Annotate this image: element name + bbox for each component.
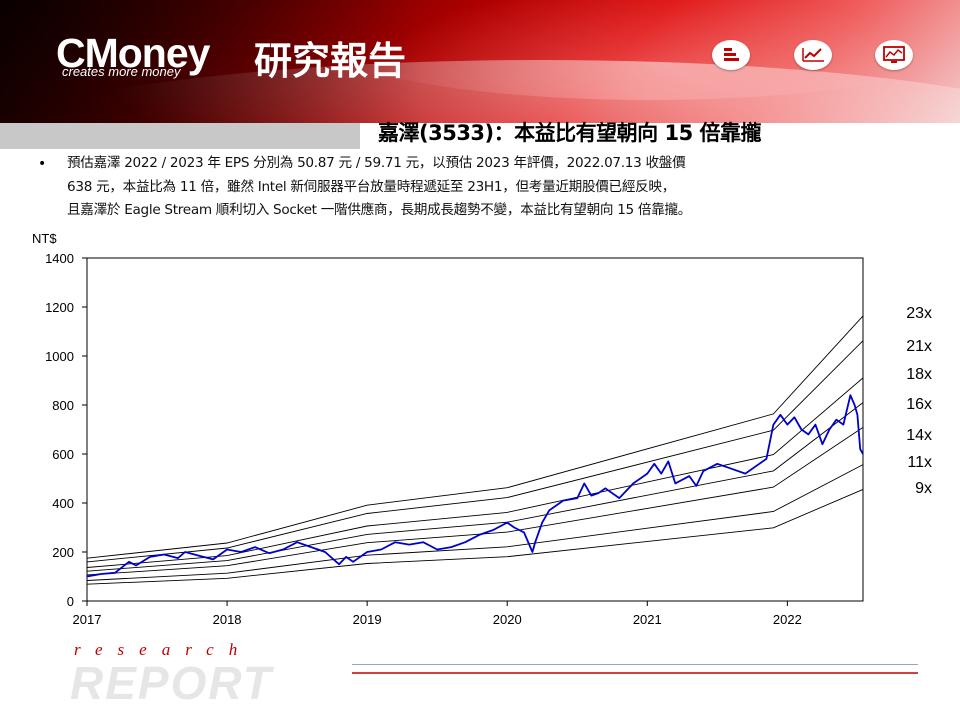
bullet-dot: • xyxy=(38,156,47,172)
brand-report-title: 研究報告 xyxy=(254,39,407,83)
band-label-23x: 23x xyxy=(906,305,932,322)
band-label-9x: 9x xyxy=(915,480,932,497)
body-line: 預估嘉澤 2022 / 2023 年 EPS 分別為 50.87 元 / 59.… xyxy=(67,155,686,171)
x-tick-label: 2017 xyxy=(73,612,102,627)
y-tick-label: 200 xyxy=(52,545,74,560)
footer-report-watermark: REPORT xyxy=(70,657,273,709)
body-line: 638 元，本益比為 11 倍，雖然 Intel 新伺服器平台放量時程遞延至 2… xyxy=(67,178,676,195)
y-tick-label: 1400 xyxy=(45,251,74,266)
footer-divider-red xyxy=(352,672,918,674)
pe-band-9x xyxy=(86,488,864,585)
x-tick-label: 2018 xyxy=(213,612,242,627)
title-bar xyxy=(0,123,960,149)
band-label-16x: 16x xyxy=(906,396,932,413)
price-line xyxy=(86,394,864,578)
list-icon[interactable] xyxy=(712,40,750,70)
x-tick-label: 2019 xyxy=(353,612,382,627)
body-paragraph: 預估嘉澤 2022 / 2023 年 EPS 分別為 50.87 元 / 59.… xyxy=(67,152,947,223)
header-banner: CMoney 研究報告 creates more money xyxy=(0,0,960,128)
brand-tagline: creates more money xyxy=(62,64,181,79)
monitor-chart-icon[interactable] xyxy=(875,40,913,70)
footer-research-text: research xyxy=(74,640,253,659)
y-tick-label: 0 xyxy=(67,594,74,609)
x-tick-label: 2022 xyxy=(773,612,802,627)
x-tick-label: 2020 xyxy=(493,612,522,627)
band-label-11x: 11x xyxy=(907,454,932,471)
y-tick-label: 600 xyxy=(52,447,74,462)
pe-band-21x xyxy=(86,340,864,563)
trend-chart-icon[interactable] xyxy=(794,40,832,70)
pe-band-11x xyxy=(86,464,864,581)
slide-title: 嘉澤(3533)：本益比有望朝向 15 倍靠攏 xyxy=(378,121,762,145)
band-label-14x: 14x xyxy=(906,427,932,444)
brand-logo: CMoney xyxy=(56,30,210,76)
footer-divider-blue xyxy=(352,664,918,665)
y-tick-label: 1200 xyxy=(45,300,74,315)
pe-band-23x xyxy=(86,315,864,559)
band-label-18x: 18x xyxy=(906,366,932,383)
banner-shade xyxy=(0,0,420,128)
band-label-21x: 21x xyxy=(906,338,932,355)
y-tick-label: 1000 xyxy=(45,349,74,364)
y-axis-label: NT$ xyxy=(32,231,57,246)
y-tick-label: 800 xyxy=(52,398,74,413)
pe-band-16x xyxy=(86,402,864,572)
plot-area xyxy=(86,257,864,602)
y-tick-label: 400 xyxy=(52,496,74,511)
x-tick-label: 2021 xyxy=(633,612,662,627)
pe-band-14x xyxy=(86,427,864,576)
body-line: 且嘉澤於 Eagle Stream 順利切入 Socket 一階供應商，長期成長… xyxy=(67,202,692,218)
